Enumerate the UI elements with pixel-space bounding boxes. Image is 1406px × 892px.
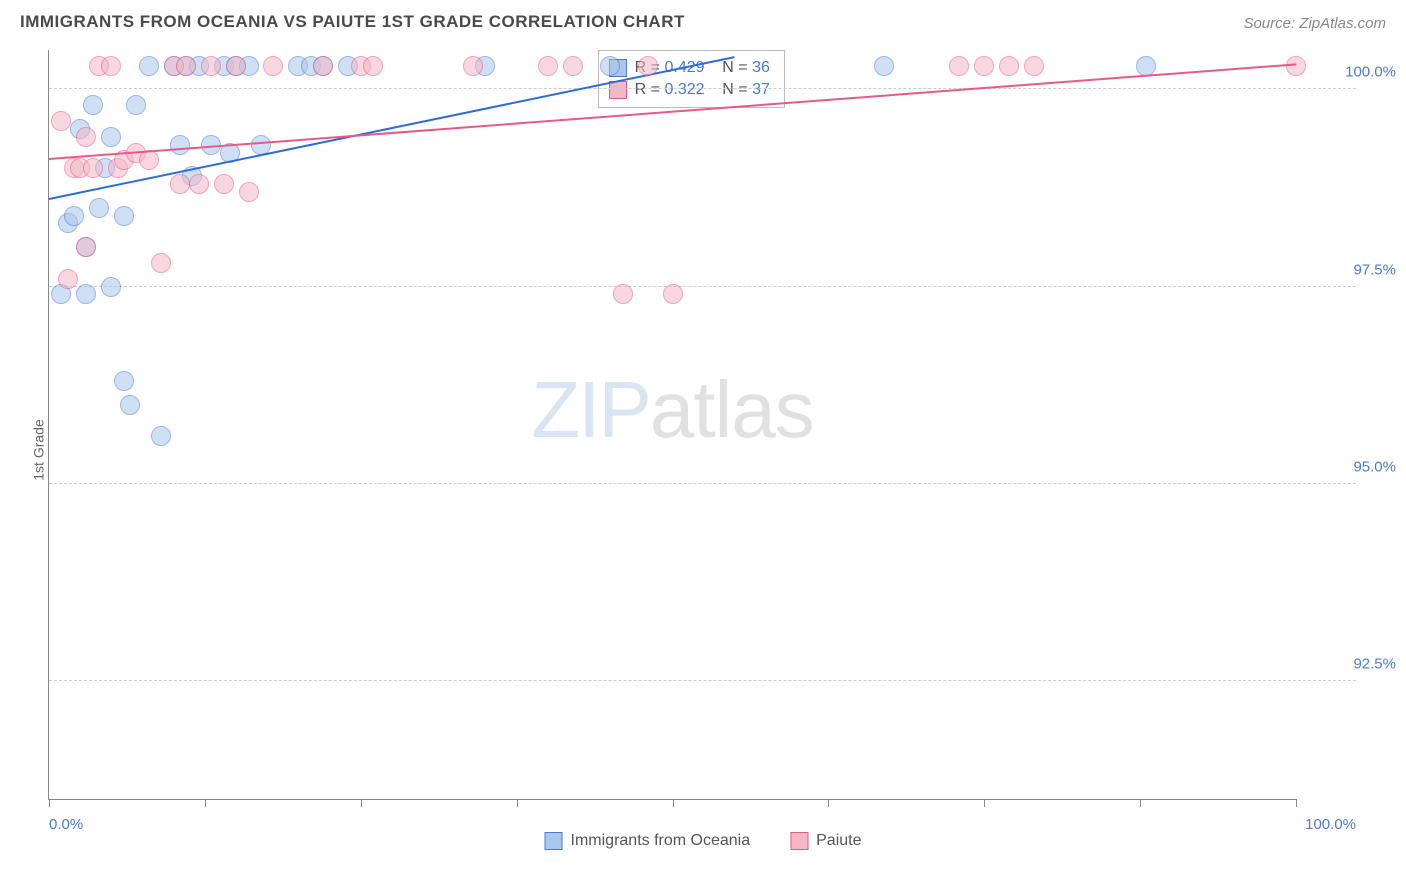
scatter-point <box>600 56 620 76</box>
scatter-point <box>83 158 103 178</box>
x-tick <box>673 799 674 807</box>
scatter-point <box>1024 56 1044 76</box>
x-tick <box>984 799 985 807</box>
scatter-point <box>874 56 894 76</box>
scatter-point <box>214 174 234 194</box>
scatter-point <box>114 206 134 226</box>
scatter-point <box>663 284 683 304</box>
scatter-point <box>170 174 190 194</box>
y-tick-label: 92.5% <box>1306 655 1396 672</box>
scatter-point <box>101 277 121 297</box>
scatter-point <box>139 150 159 170</box>
scatter-point <box>76 237 96 257</box>
scatter-point <box>89 198 109 218</box>
scatter-point <box>538 56 558 76</box>
bottom-legend-label: Immigrants from Oceania <box>571 832 751 850</box>
scatter-point <box>170 135 190 155</box>
legend-swatch <box>790 832 808 850</box>
scatter-point <box>151 426 171 446</box>
scatter-point <box>463 56 483 76</box>
scatter-point <box>120 395 140 415</box>
x-tick <box>1140 799 1141 807</box>
scatter-point <box>999 56 1019 76</box>
scatter-point <box>101 56 121 76</box>
source-label: Source: ZipAtlas.com <box>1243 15 1386 32</box>
gridline <box>49 483 1356 484</box>
chart-container: 1st Grade ZIPatlas R = 0.429 N = 36 R = 0… <box>0 40 1406 860</box>
scatter-point <box>226 56 246 76</box>
bottom-legend: Immigrants from Oceania Paiute <box>545 832 862 850</box>
x-tick <box>361 799 362 807</box>
y-tick-label: 100.0% <box>1306 64 1396 81</box>
watermark-atlas: atlas <box>650 365 814 454</box>
scatter-point <box>58 269 78 289</box>
watermark-zip: ZIP <box>531 365 649 454</box>
x-tick <box>49 799 50 807</box>
scatter-point <box>263 56 283 76</box>
stats-legend-row: R = 0.429 N = 36 <box>609 57 770 79</box>
x-tick <box>1296 799 1297 807</box>
scatter-point <box>201 56 221 76</box>
scatter-point <box>126 95 146 115</box>
bottom-legend-item: Paiute <box>790 832 861 850</box>
scatter-point <box>114 371 134 391</box>
x-tick <box>828 799 829 807</box>
y-tick-label: 97.5% <box>1306 261 1396 278</box>
gridline <box>49 680 1356 681</box>
scatter-point <box>239 182 259 202</box>
scatter-point <box>613 284 633 304</box>
x-tick <box>517 799 518 807</box>
scatter-point <box>189 174 209 194</box>
scatter-point <box>1136 56 1156 76</box>
legend-swatch <box>545 832 563 850</box>
title-bar: IMMIGRANTS FROM OCEANIA VS PAIUTE 1ST GR… <box>0 0 1406 40</box>
scatter-point <box>313 56 333 76</box>
legend-swatch <box>609 81 627 99</box>
scatter-point <box>76 127 96 147</box>
scatter-point <box>176 56 196 76</box>
scatter-point <box>563 56 583 76</box>
scatter-point <box>76 284 96 304</box>
scatter-point <box>101 127 121 147</box>
x-tick <box>205 799 206 807</box>
plot-area: ZIPatlas R = 0.429 N = 36 R = 0.322 N = 3… <box>48 50 1296 800</box>
scatter-point <box>151 253 171 273</box>
chart-title: IMMIGRANTS FROM OCEANIA VS PAIUTE 1ST GR… <box>20 12 685 32</box>
scatter-point <box>949 56 969 76</box>
scatter-point <box>363 56 383 76</box>
scatter-point <box>974 56 994 76</box>
scatter-point <box>139 56 159 76</box>
gridline <box>49 286 1356 287</box>
scatter-point <box>51 111 71 131</box>
scatter-point <box>83 95 103 115</box>
trend-line <box>49 56 735 200</box>
watermark: ZIPatlas <box>531 364 813 456</box>
scatter-point <box>638 56 658 76</box>
y-axis-label: 1st Grade <box>31 419 47 480</box>
bottom-legend-label: Paiute <box>816 832 861 850</box>
gridline <box>49 88 1356 89</box>
y-tick-label: 95.0% <box>1306 458 1396 475</box>
stats-legend-text: R = 0.322 N = 37 <box>635 81 770 99</box>
x-axis-min-label: 0.0% <box>49 816 83 833</box>
stats-legend-row: R = 0.322 N = 37 <box>609 79 770 101</box>
scatter-point <box>64 206 84 226</box>
bottom-legend-item: Immigrants from Oceania <box>545 832 751 850</box>
x-axis-max-label: 100.0% <box>1305 816 1356 833</box>
